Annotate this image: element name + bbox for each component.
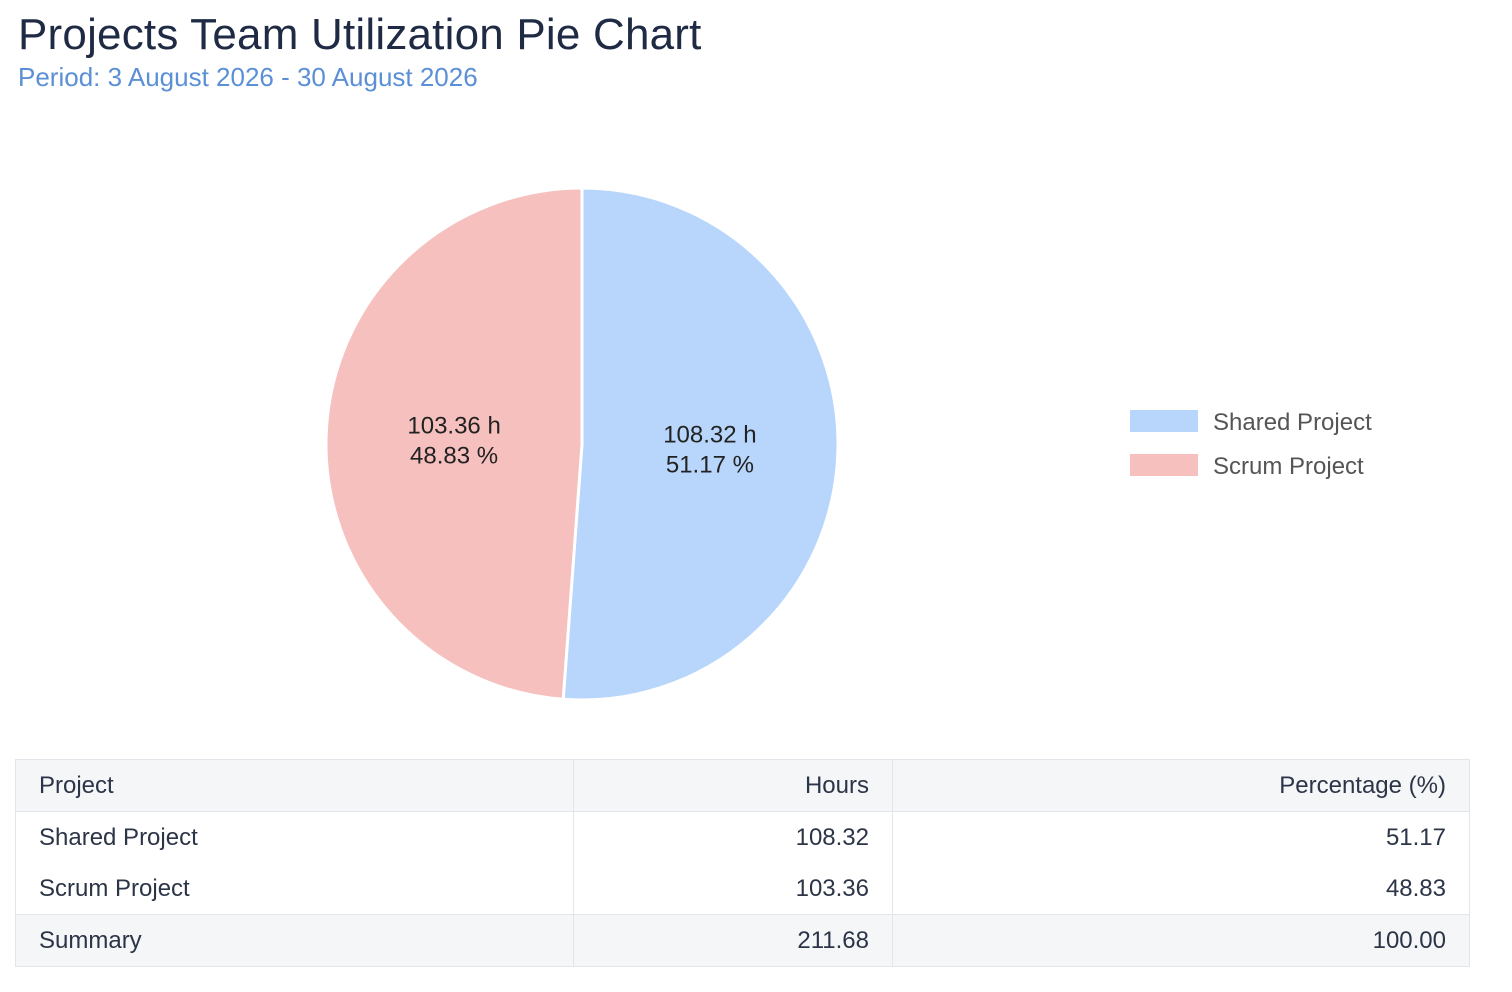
legend-swatch-shared-project	[1130, 410, 1198, 432]
period-subtitle: Period: 3 August 2026 - 30 August 2026	[18, 62, 478, 92]
table-header-row: Project Hours Percentage (%)	[15, 759, 1470, 812]
pie-slice-shared-project[interactable]	[561, 186, 840, 702]
slice-percent-label: 51.17 %	[666, 452, 754, 479]
column-header-project[interactable]: Project	[15, 759, 574, 812]
pie-slices	[324, 186, 840, 702]
page-title: Projects Team Utilization Pie Chart	[18, 10, 702, 59]
legend-label-scrum-project[interactable]: Scrum Project	[1213, 453, 1364, 480]
utilization-table: Project Hours Percentage (%) Shared Proj…	[15, 759, 1470, 967]
slice-value-label: 108.32 h	[663, 422, 756, 449]
legend-swatch-scrum-project	[1130, 454, 1198, 476]
pie-slice-scrum-project[interactable]	[324, 186, 584, 701]
column-header-percentage[interactable]: Percentage (%)	[892, 759, 1470, 812]
chart-legend: Shared Project Scrum Project	[1130, 409, 1372, 480]
slice-value-label: 103.36 h	[407, 412, 500, 439]
cell-hours: 103.36	[573, 863, 893, 915]
column-header-hours[interactable]: Hours	[573, 759, 893, 812]
legend-label-shared-project[interactable]: Shared Project	[1213, 409, 1372, 436]
cell-hours: 108.32	[573, 811, 893, 863]
table-row: Scrum Project 103.36 48.83	[15, 863, 1470, 915]
cell-project: Scrum Project	[15, 863, 574, 915]
table-row: Shared Project 108.32 51.17	[15, 811, 1470, 863]
cell-percentage: 51.17	[892, 811, 1470, 863]
summary-hours: 211.68	[573, 914, 893, 967]
cell-project: Shared Project	[15, 811, 574, 863]
summary-row: Summary 211.68 100.00	[15, 914, 1470, 967]
summary-percentage: 100.00	[892, 914, 1470, 967]
summary-label: Summary	[15, 914, 574, 967]
pie-chart: 108.32 h 51.17 % 103.36 h 48.83 % Shared Pr…	[324, 186, 1372, 702]
cell-percentage: 48.83	[892, 863, 1470, 915]
pie-labels: 108.32 h 51.17 % 103.36 h 48.83 %	[407, 412, 756, 478]
slice-percent-label: 48.83 %	[410, 442, 498, 469]
